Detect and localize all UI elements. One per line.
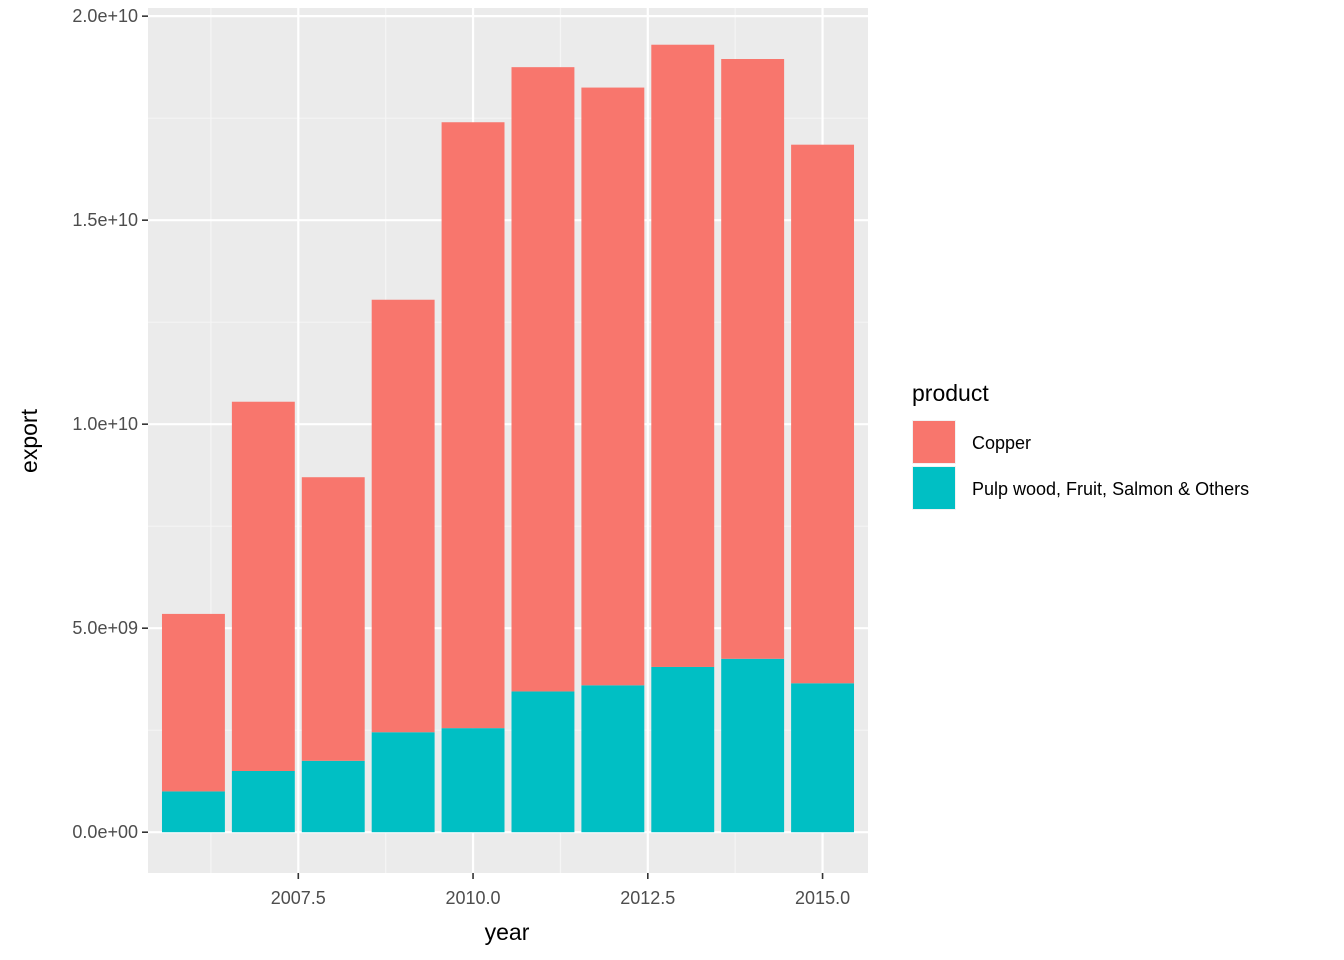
legend: product Copper Pulp wood, Fruit, Salmon &… bbox=[912, 380, 1249, 510]
y-tick-label: 5.0e+09 bbox=[72, 618, 138, 638]
bar-copper-2006 bbox=[161, 613, 225, 792]
x-axis: 2007.5 2010.0 2012.5 2015.0 bbox=[271, 873, 850, 908]
x-tick-label: 2010.0 bbox=[446, 888, 501, 908]
bar-others-2007 bbox=[231, 770, 295, 833]
y-tick-label: 0.0e+00 bbox=[72, 822, 138, 842]
y-axis-title: export bbox=[16, 408, 42, 473]
bar-copper-2014 bbox=[721, 59, 785, 659]
x-tick-label: 2012.5 bbox=[620, 888, 675, 908]
bars bbox=[161, 44, 855, 833]
bar-others-2006 bbox=[161, 791, 225, 833]
bar-copper-2009 bbox=[371, 299, 435, 733]
x-axis-title: year bbox=[485, 919, 530, 945]
bar-others-2014 bbox=[721, 658, 785, 833]
bar-copper-2012 bbox=[581, 87, 645, 686]
legend-label: Copper bbox=[972, 433, 1031, 453]
bar-others-2008 bbox=[301, 760, 365, 833]
bar-copper-2011 bbox=[511, 67, 575, 692]
x-tick-label: 2007.5 bbox=[271, 888, 326, 908]
y-axis: 0.0e+00 5.0e+09 1.0e+10 1.5e+10 2.0e+10 bbox=[72, 6, 148, 842]
y-tick-label: 1.5e+10 bbox=[72, 210, 138, 230]
bar-others-2012 bbox=[581, 685, 645, 833]
bar-copper-2010 bbox=[441, 122, 505, 729]
bar-others-2011 bbox=[511, 691, 575, 833]
x-tick-label: 2015.0 bbox=[795, 888, 850, 908]
bar-copper-2015 bbox=[791, 144, 855, 684]
legend-key-swatch bbox=[913, 467, 955, 509]
bar-copper-2008 bbox=[301, 477, 365, 761]
legend-key-swatch bbox=[913, 421, 955, 463]
bar-others-2010 bbox=[441, 728, 505, 833]
bar-others-2015 bbox=[791, 683, 855, 833]
y-tick-label: 1.0e+10 bbox=[72, 414, 138, 434]
bar-others-2009 bbox=[371, 732, 435, 833]
bar-others-2013 bbox=[651, 666, 715, 833]
bar-copper-2007 bbox=[231, 401, 295, 771]
legend-label: Pulp wood, Fruit, Salmon & Others bbox=[972, 479, 1249, 499]
bar-copper-2013 bbox=[651, 44, 715, 667]
legend-title: product bbox=[912, 380, 989, 406]
y-tick-label: 2.0e+10 bbox=[72, 6, 138, 26]
